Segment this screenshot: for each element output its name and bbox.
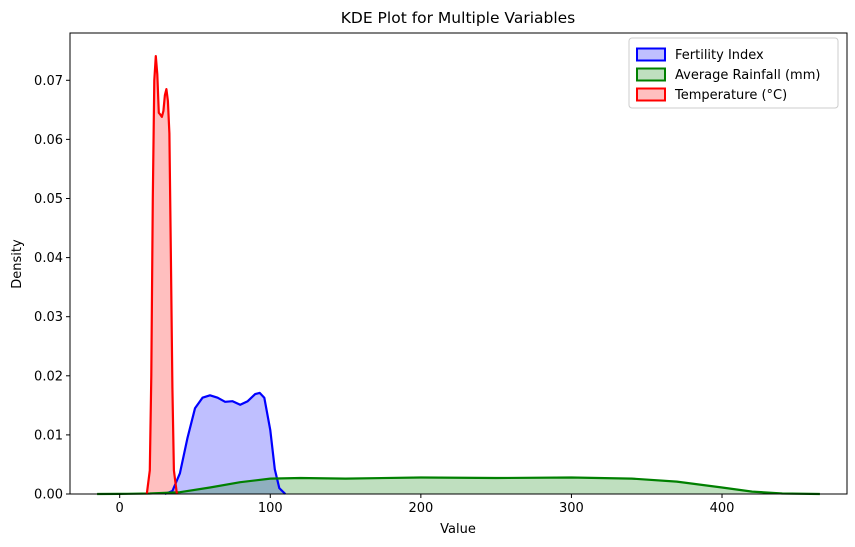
- legend-box: [628, 37, 839, 109]
- y-tick-label: 0.07: [34, 74, 63, 89]
- y-tick-label: 0.05: [34, 192, 63, 207]
- legend-swatch: [636, 87, 666, 102]
- legend-label: Fertility Index: [675, 48, 764, 63]
- y-tick-label: 0.02: [34, 369, 63, 384]
- legend-swatch: [636, 67, 666, 82]
- area-fertility-index: [164, 392, 286, 494]
- x-tick-label: 200: [408, 501, 433, 516]
- x-tick-label: 400: [710, 501, 735, 516]
- legend-label: Temperature (°C): [674, 88, 787, 103]
- y-tick-label: 0.03: [34, 310, 63, 325]
- y-tick-label: 0.04: [34, 251, 63, 266]
- legend-swatch: [636, 47, 666, 62]
- y-axis-label: Density: [10, 239, 25, 289]
- x-tick-label: 0: [116, 501, 124, 516]
- x-tick-label: 100: [258, 501, 283, 516]
- legend-label: Average Rainfall (mm): [675, 68, 820, 83]
- x-tick-label: 300: [559, 501, 584, 516]
- y-tick-label: 0.06: [34, 133, 63, 148]
- line-average-rainfall-mm: [97, 476, 820, 496]
- chart-title: KDE Plot for Multiple Variables: [341, 9, 576, 27]
- y-tick-label: 0.00: [34, 488, 63, 503]
- x-axis-label: Value: [440, 522, 476, 537]
- legend: Fertility Index Average Rainfall (mm) Temp…: [628, 37, 839, 109]
- axes: 0 100 200 300 400 0.00 0.01 0.02 0.03 0.04 0.05 0.0…: [34, 32, 848, 516]
- y-tick-label: 0.01: [34, 428, 63, 443]
- line-fertility-index: [164, 391, 287, 496]
- line-temperature-c: [145, 54, 178, 495]
- plot-frame: [69, 32, 848, 495]
- plot-area: [97, 54, 820, 496]
